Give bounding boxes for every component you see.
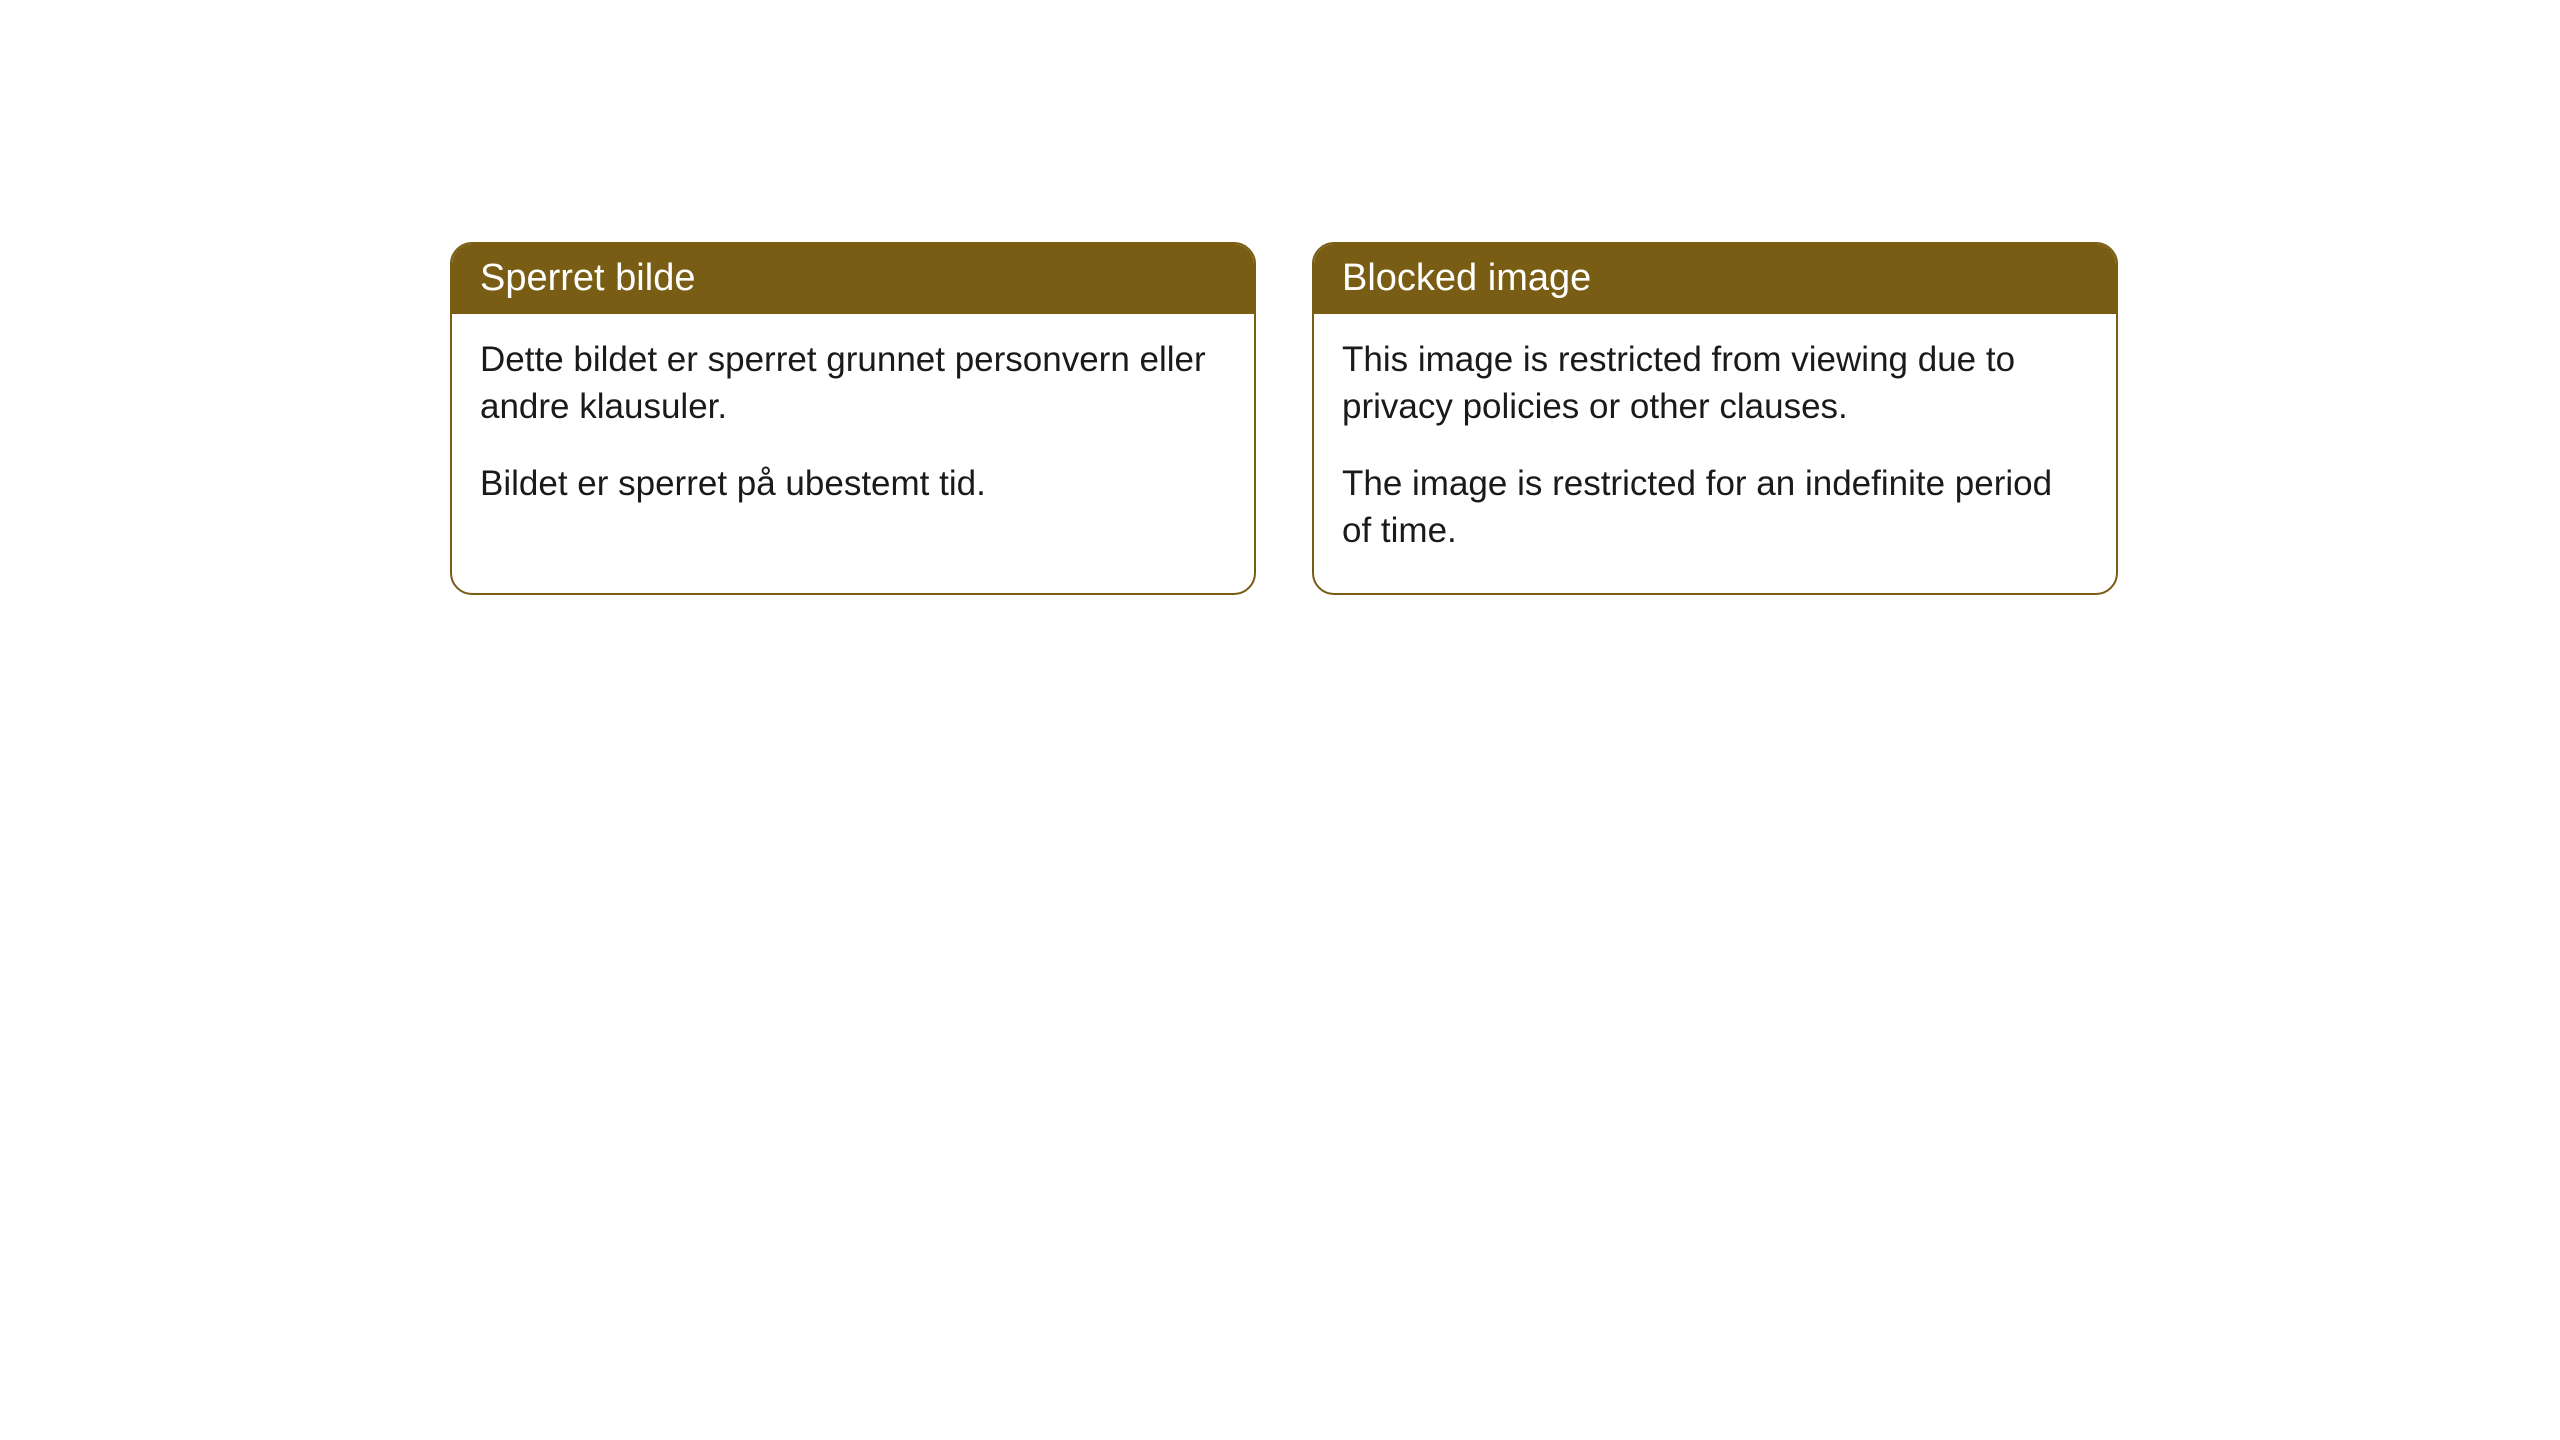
- card-paragraph-2-english: The image is restricted for an indefinit…: [1342, 460, 2088, 555]
- card-title-norwegian: Sperret bilde: [480, 257, 695, 299]
- card-header-english: Blocked image: [1314, 244, 2116, 314]
- card-paragraph-1-norwegian: Dette bildet er sperret grunnet personve…: [480, 336, 1226, 431]
- card-header-norwegian: Sperret bilde: [452, 244, 1254, 314]
- card-paragraph-1-english: This image is restricted from viewing du…: [1342, 336, 2088, 431]
- card-paragraph-2-norwegian: Bildet er sperret på ubestemt tid.: [480, 460, 1226, 507]
- blocked-image-card-english: Blocked image This image is restricted f…: [1312, 242, 2118, 595]
- blocked-image-card-norwegian: Sperret bilde Dette bildet er sperret gr…: [450, 242, 1256, 595]
- card-body-english: This image is restricted from viewing du…: [1314, 314, 2116, 593]
- card-body-norwegian: Dette bildet er sperret grunnet personve…: [452, 314, 1254, 546]
- card-title-english: Blocked image: [1342, 257, 1591, 299]
- notice-cards-container: Sperret bilde Dette bildet er sperret gr…: [450, 242, 2118, 595]
